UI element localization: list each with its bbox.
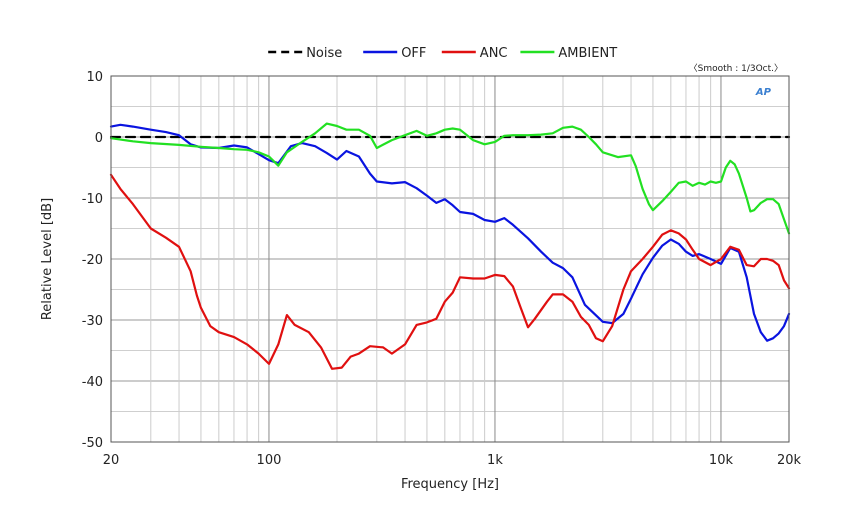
x-tick-label: 20 bbox=[103, 453, 120, 468]
x-tick-label: 20k bbox=[777, 453, 802, 468]
y-axis-label: Relative Level [dB] bbox=[40, 198, 55, 320]
y-tick-label: 0 bbox=[95, 131, 103, 146]
legend-label: Noise bbox=[306, 46, 342, 61]
grid-layer bbox=[110, 75, 790, 443]
y-tick-label: -20 bbox=[82, 253, 103, 268]
ap-logo: AP bbox=[755, 87, 772, 98]
y-tick-label: -30 bbox=[82, 314, 103, 329]
legend: Noise OFF ANC AMBIENT bbox=[268, 46, 617, 61]
series-line-anc bbox=[109, 173, 791, 370]
legend-label: OFF bbox=[401, 46, 426, 61]
legend-item-anc: ANC bbox=[441, 46, 508, 61]
y-tick-label: -40 bbox=[82, 375, 103, 390]
y-tick-label: -50 bbox=[82, 436, 103, 451]
legend-item-noise: Noise bbox=[268, 46, 342, 61]
series-line-ambient bbox=[109, 122, 791, 235]
smooth-note: 〈Smooth : 1/3Oct.〉 bbox=[689, 63, 783, 74]
series-line-off bbox=[109, 123, 791, 342]
x-tick-label: 1k bbox=[487, 453, 503, 468]
legend-item-off: OFF bbox=[363, 46, 426, 61]
legend-item-ambient: AMBIENT bbox=[520, 46, 617, 61]
legend-label: ANC bbox=[480, 46, 508, 61]
legend-label: AMBIENT bbox=[558, 46, 617, 61]
frame-layer bbox=[110, 75, 790, 443]
y-tick-label: 10 bbox=[86, 70, 103, 85]
x-tick-label: 10k bbox=[709, 453, 734, 468]
series-layer bbox=[109, 122, 791, 370]
x-tick-label: 100 bbox=[257, 453, 282, 468]
plot-frame bbox=[110, 75, 790, 443]
y-tick-label: -10 bbox=[82, 192, 103, 207]
x-axis-label: Frequency [Hz] bbox=[401, 477, 499, 492]
